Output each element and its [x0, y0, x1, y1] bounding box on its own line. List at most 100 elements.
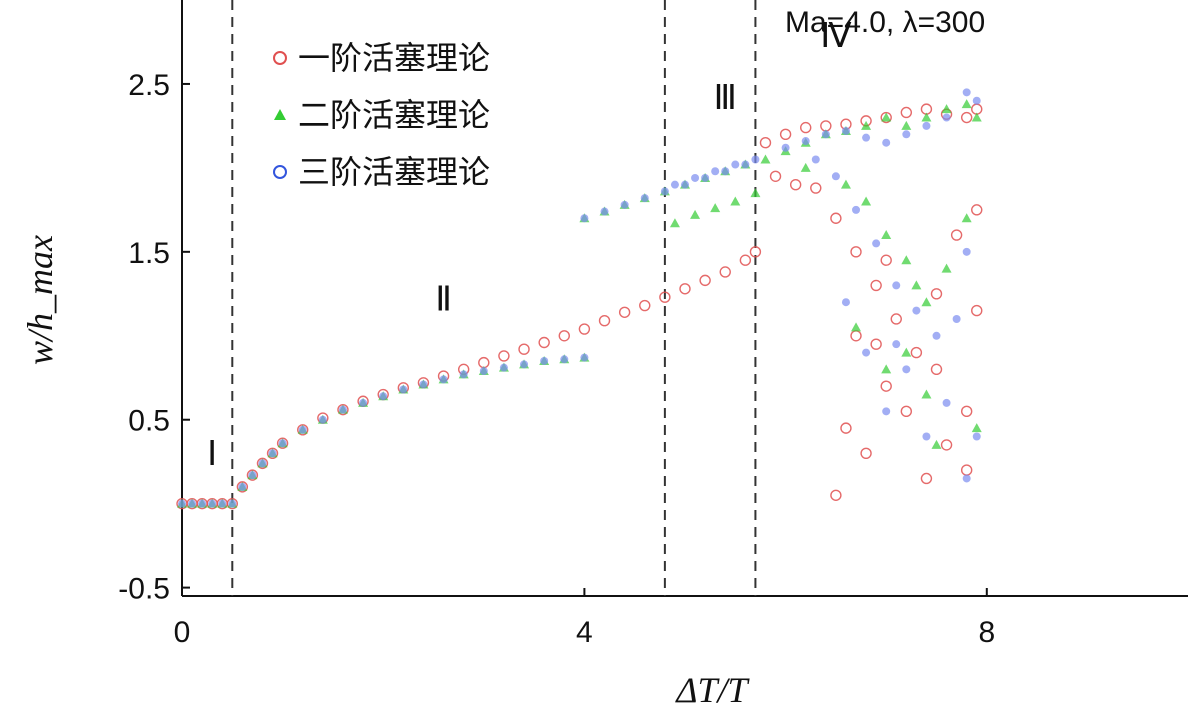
series-3 — [178, 88, 981, 508]
data-point — [298, 425, 307, 434]
data-point — [639, 299, 651, 312]
data-point — [971, 112, 982, 122]
data-point — [759, 137, 772, 149]
data-point — [921, 297, 932, 307]
data-point — [750, 188, 761, 198]
data-point — [439, 375, 448, 384]
data-point — [701, 173, 710, 182]
data-point — [781, 143, 790, 152]
data-point — [739, 254, 752, 266]
legend-marker — [273, 165, 287, 179]
data-point — [931, 439, 942, 449]
data-point — [730, 196, 741, 206]
legend-label: 三阶活塞理论 — [298, 153, 490, 191]
data-point — [881, 230, 892, 240]
y-tick-label: 1.5 — [128, 237, 170, 270]
data-point — [942, 113, 951, 122]
data-point — [789, 178, 802, 191]
data-point — [711, 167, 720, 176]
data-point — [749, 246, 762, 258]
data-point — [690, 209, 701, 219]
data-point — [719, 266, 731, 278]
data-point — [751, 155, 760, 164]
data-point — [679, 283, 691, 295]
data-point — [862, 348, 871, 357]
region-label: Ⅲ — [714, 80, 737, 117]
data-point — [972, 96, 981, 105]
data-point — [960, 111, 973, 124]
data-point — [880, 254, 892, 266]
data-point — [338, 405, 347, 414]
data-point — [268, 449, 277, 458]
data-point — [810, 182, 822, 194]
data-point — [691, 173, 700, 182]
data-point — [620, 200, 629, 209]
region-label: Ⅰ — [207, 436, 217, 473]
data-point — [598, 314, 611, 327]
data-point — [930, 363, 943, 376]
data-point — [841, 298, 850, 307]
data-point — [971, 304, 983, 317]
data-point — [852, 205, 861, 214]
data-point — [208, 499, 217, 508]
data-point — [578, 323, 591, 335]
data-point — [779, 128, 792, 141]
y-tick-label: 0.5 — [128, 405, 170, 438]
data-point — [800, 162, 811, 172]
data-point — [901, 120, 912, 130]
data-point — [228, 499, 237, 508]
data-point — [218, 499, 227, 508]
data-point — [821, 130, 830, 139]
legend-marker — [274, 109, 286, 120]
data-point — [499, 363, 508, 372]
data-point — [952, 314, 961, 323]
data-point — [681, 180, 689, 189]
data-point — [258, 459, 267, 468]
data-point — [419, 380, 428, 389]
data-point — [178, 499, 186, 508]
data-point — [912, 306, 921, 315]
data-point — [840, 422, 852, 434]
data-point — [850, 246, 862, 258]
data-point — [710, 203, 721, 213]
data-point — [880, 380, 892, 392]
data-point — [971, 423, 982, 433]
data-point — [760, 154, 771, 164]
data-point — [860, 447, 872, 459]
region-labels: Ⅰ Ⅱ Ⅲ Ⅳ — [207, 18, 852, 473]
data-point — [920, 472, 933, 485]
data-point — [238, 482, 247, 491]
data-point — [900, 106, 913, 119]
data-point — [862, 133, 871, 142]
data-point — [882, 138, 891, 147]
data-point — [892, 281, 901, 290]
data-point — [921, 389, 932, 399]
legend-label: 一阶活塞理论 — [298, 39, 490, 77]
data-point — [960, 464, 973, 476]
data-point — [659, 291, 671, 303]
data-point — [580, 353, 589, 362]
legend-marker — [273, 51, 287, 65]
y-tick-label: -0.5 — [118, 573, 170, 606]
data-point — [940, 439, 953, 451]
data-point — [560, 355, 569, 364]
data-point — [950, 229, 963, 241]
data-point — [670, 180, 679, 189]
data-point — [248, 471, 257, 480]
axes: 0 4 8 -0.5 0.5 1.5 2.5 ΔT/T w/h_max — [20, 0, 1188, 710]
data-point — [902, 130, 911, 139]
x-tick-label: 8 — [978, 616, 995, 649]
data-point — [861, 196, 872, 206]
data-points — [176, 88, 983, 510]
data-point — [962, 88, 971, 97]
data-point — [540, 356, 549, 365]
data-point — [962, 247, 971, 256]
data-point — [921, 112, 932, 122]
data-point — [520, 360, 529, 369]
data-point — [910, 346, 923, 359]
x-axis-label: ΔT/T — [674, 670, 750, 710]
data-point — [892, 340, 901, 349]
data-point — [831, 172, 840, 181]
